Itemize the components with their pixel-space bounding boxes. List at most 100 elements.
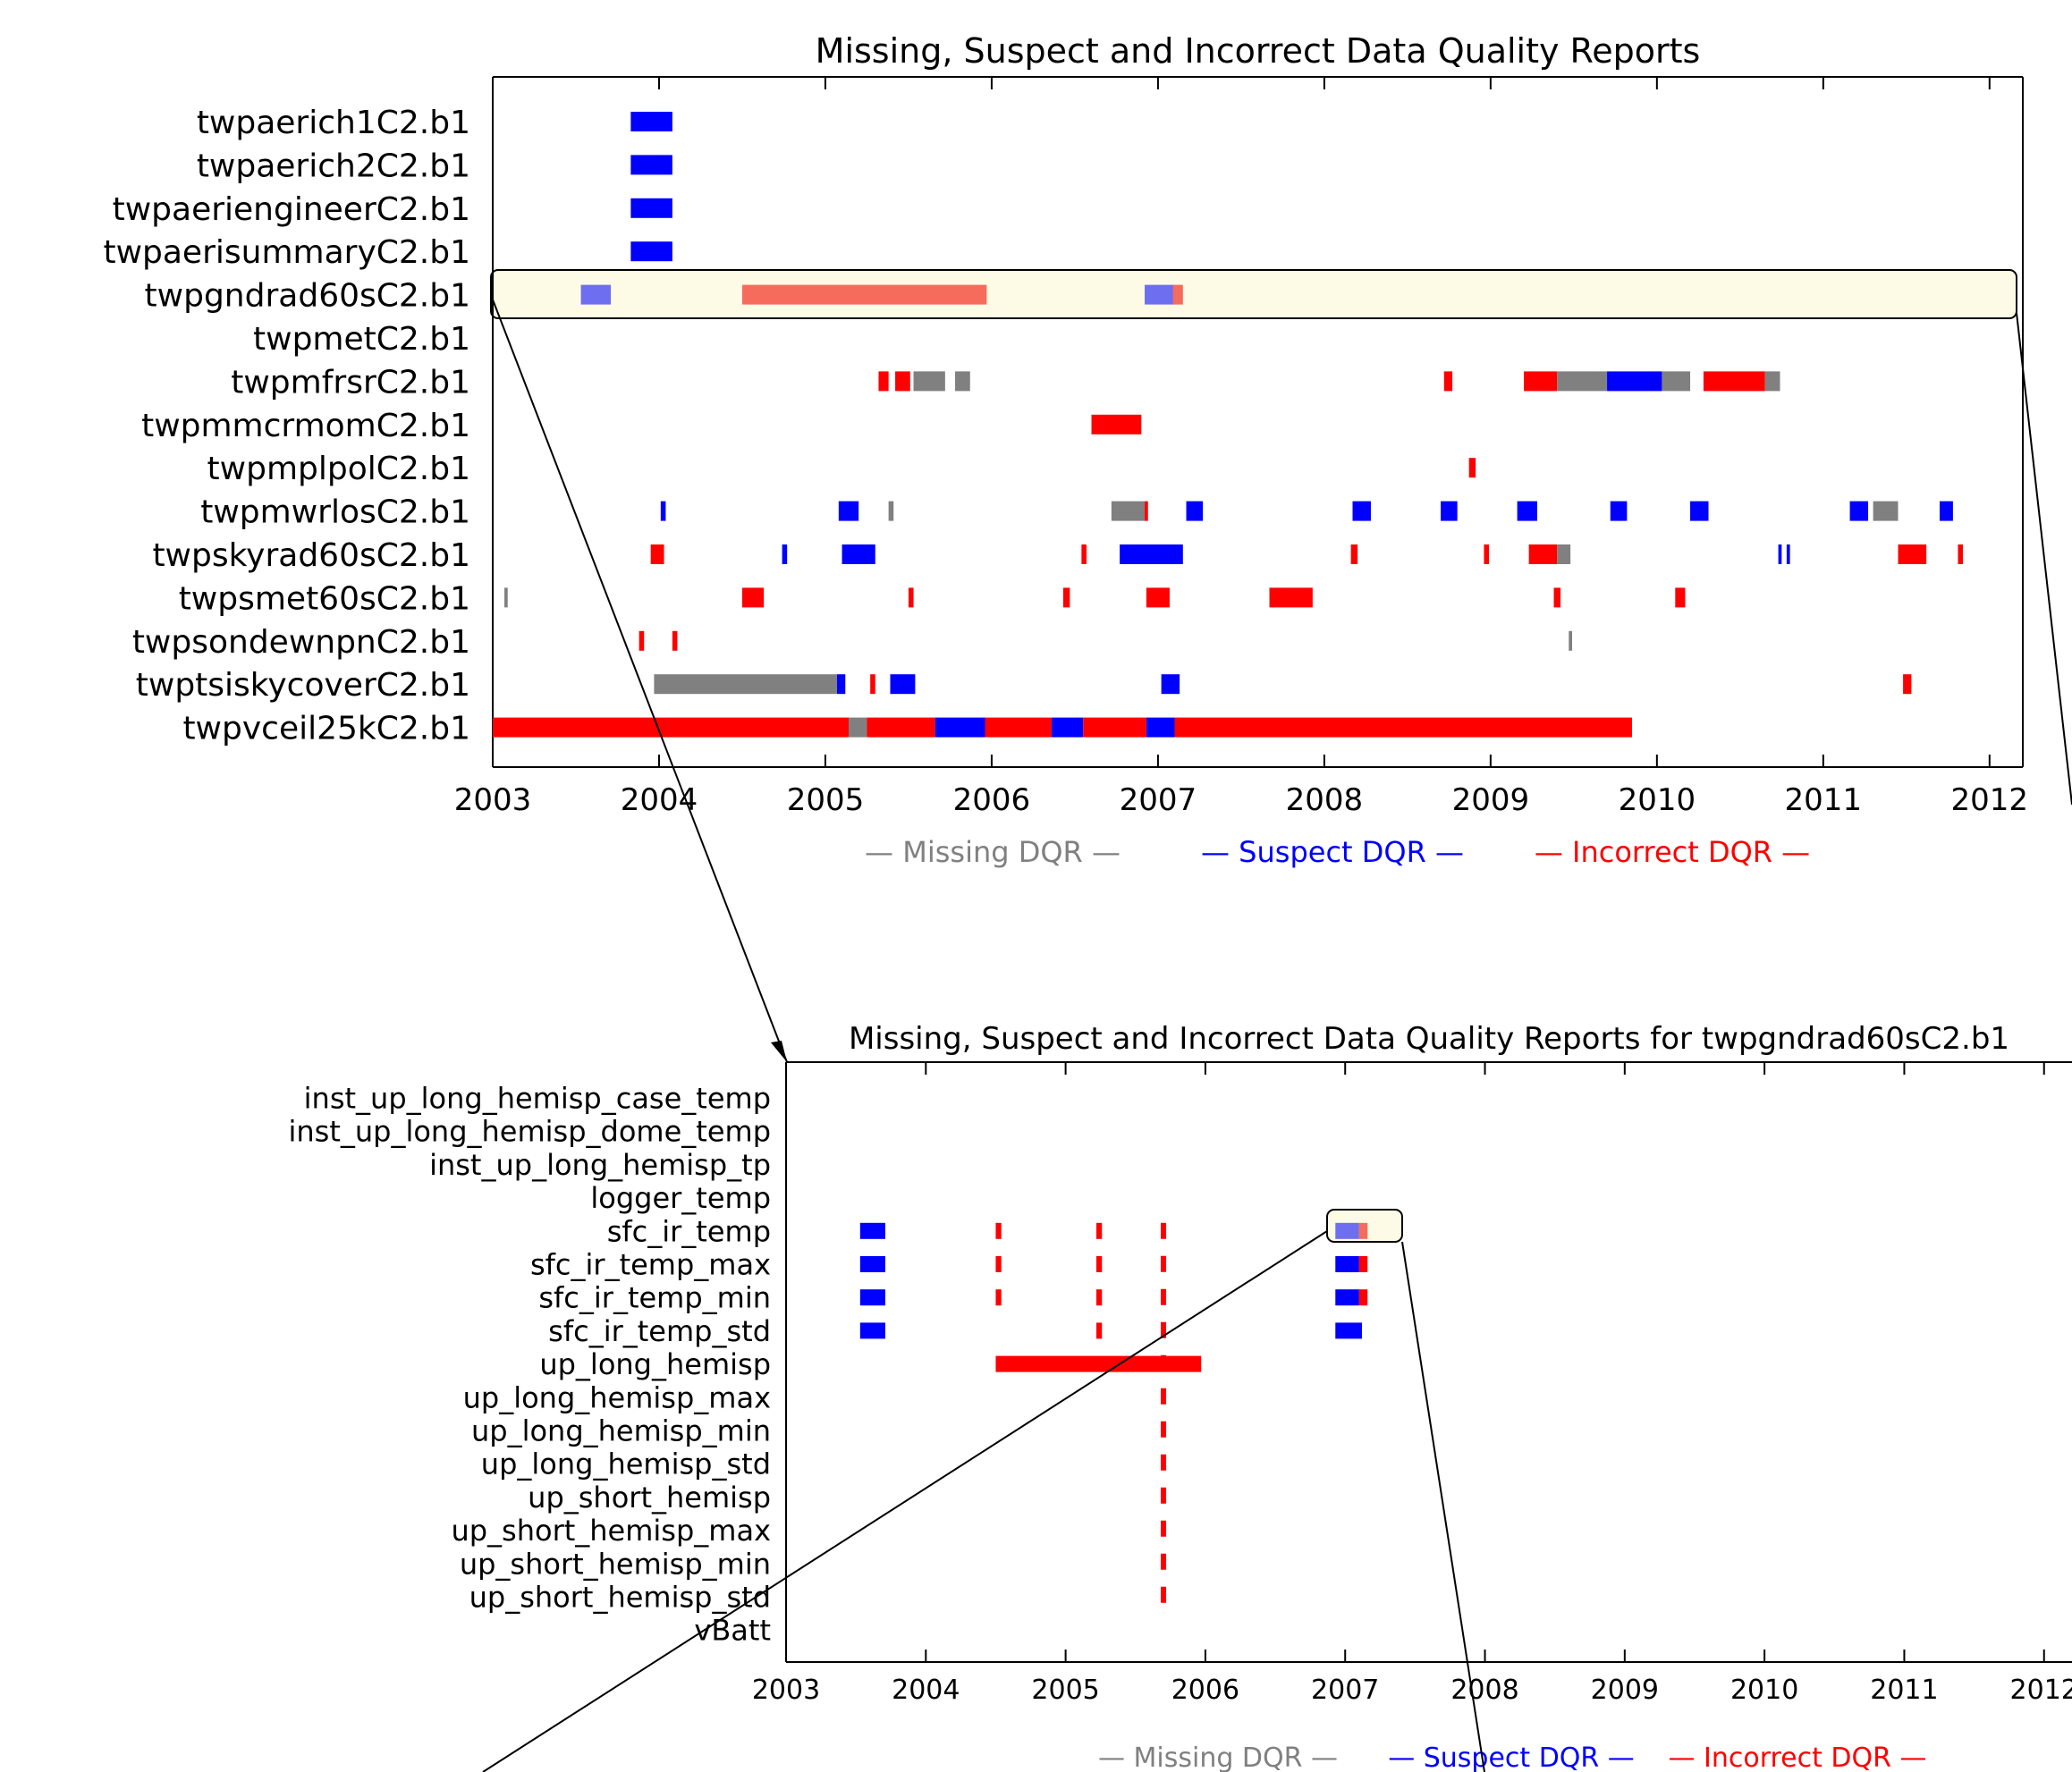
dqr-segment-suspect: [1607, 371, 1662, 392]
row-label: logger_temp: [590, 1181, 771, 1215]
dqr-segment-suspect_light: [1335, 1222, 1359, 1239]
highlight-box: [490, 269, 2017, 319]
row-label: up_long_hemisp_min: [471, 1414, 771, 1448]
dqr-segment-missing: [848, 717, 867, 738]
row-label: inst_up_long_hemisp_tp: [429, 1148, 771, 1182]
row-label: up_long_hemisp_max: [463, 1380, 771, 1414]
dqr-segment-suspect: [1940, 501, 1953, 521]
row-label: sfc_ir_temp: [607, 1214, 771, 1248]
dqr-segment-suspect: [859, 1289, 885, 1306]
dqr-segment-suspect_light: [580, 284, 612, 305]
dqr-segment-incorrect: [1484, 544, 1490, 564]
dqr-segment-suspect: [1186, 501, 1204, 521]
x-tick-label: 2007: [1120, 782, 1197, 818]
dqr-segment-incorrect_light: [1358, 1222, 1368, 1239]
row-label: twpvceil25kC2.b1: [182, 711, 470, 747]
dqr-segment-incorrect: [1091, 414, 1142, 435]
legend-missing: — Missing DQR —: [1098, 1742, 1338, 1772]
dqr-segment-incorrect: [639, 630, 645, 651]
dqr-segment-incorrect: [672, 630, 678, 651]
dqr-segment-suspect: [935, 717, 985, 738]
dqr-segment-suspect: [1335, 1322, 1362, 1339]
dqr-segment-incorrect: [1528, 544, 1558, 564]
row-label: up_short_hemisp: [528, 1481, 771, 1515]
x-tick-label: 2011: [1785, 782, 1863, 818]
dqr-segment-incorrect: [995, 1289, 1002, 1306]
row-label: twpaerich1C2.b1: [197, 105, 470, 141]
row-label: vBatt: [694, 1614, 771, 1648]
legend-missing: — Missing DQR —: [865, 835, 1121, 869]
dqr-segment-suspect: [1120, 544, 1183, 564]
dqr-segment-suspect: [630, 198, 672, 218]
dqr-segment-suspect: [836, 674, 846, 695]
row-label: twpsondewnpnC2.b1: [132, 624, 470, 661]
x-tick-label: 2004: [892, 1675, 960, 1706]
legend-suspect: — Suspect DQR —: [1201, 835, 1464, 869]
dqr-segment-incorrect: [1524, 371, 1558, 392]
row-label: twpmwrlosC2.b1: [200, 494, 470, 531]
dqr-segment-missing: [1764, 371, 1780, 392]
dqr-segment-missing: [1557, 371, 1608, 392]
dqr-segment-missing: [888, 501, 894, 521]
dqr-segment-incorrect: [1081, 544, 1087, 564]
row-label: up_short_hemisp_max: [451, 1514, 771, 1548]
dqr-segment-incorrect: [1062, 587, 1070, 608]
x-tick-label: 2011: [1870, 1675, 1938, 1706]
dqr-segment-suspect: [1778, 544, 1782, 564]
dqr-segment-missing: [913, 371, 945, 392]
dqr-segment-incorrect: [1358, 1256, 1368, 1272]
x-tick-label: 2009: [1591, 1675, 1659, 1706]
dqr-segment-incorrect: [1095, 1256, 1103, 1272]
zoom-connector-line: [2016, 312, 2072, 806]
dqr-segment-incorrect: [1350, 544, 1358, 564]
dqr-segment-suspect: [890, 674, 916, 695]
dqr-segment-suspect: [660, 501, 666, 521]
dqr-segment-incorrect: [1443, 371, 1453, 392]
dqr-segment-suspect: [1690, 501, 1709, 521]
dqr-segment-incorrect: [1703, 371, 1765, 392]
dqr-segment-incorrect: [493, 717, 849, 738]
row-label: twpaeriengineerC2.b1: [113, 191, 470, 228]
dqr-segment-missing: [504, 587, 508, 608]
row-label: twpmetC2.b1: [253, 321, 470, 358]
zoom-connector-line: [482, 1230, 1328, 1772]
row-label: twpaerisummaryC2.b1: [103, 234, 470, 271]
x-tick-label: 2005: [1031, 1675, 1099, 1706]
row-label: up_long_hemisp: [539, 1347, 771, 1381]
dqr-segment-incorrect: [1095, 1222, 1103, 1239]
chart-title: Missing, Suspect and Incorrect Data Qual…: [849, 1021, 2009, 1057]
dqr-segment-incorrect: [1958, 544, 1964, 564]
dqr-segment-missing: [1557, 544, 1571, 564]
dqr-segment-incorrect: [1146, 587, 1170, 608]
row-label: twpmmcrmomC2.b1: [141, 408, 470, 444]
dqr-segment-suspect: [838, 501, 859, 521]
dqr-segment-incorrect: [870, 674, 875, 695]
row-label: inst_up_long_hemisp_dome_temp: [288, 1115, 771, 1149]
dqr-segment-missing: [1569, 630, 1572, 651]
dqr-segment-incorrect_light: [1172, 284, 1183, 305]
x-tick-label: 2005: [787, 782, 865, 818]
zoom-arrow-head: [771, 1041, 787, 1062]
x-tick-label: 2006: [953, 782, 1031, 818]
row-label: sfc_ir_temp_std: [548, 1314, 771, 1348]
row-label: up_short_hemisp_std: [469, 1581, 771, 1615]
x-tick-label: 2007: [1311, 1675, 1379, 1706]
dqr-segment-incorrect: [1095, 1322, 1103, 1339]
dqr-segment-suspect: [1517, 501, 1537, 521]
x-tick-label: 2009: [1452, 782, 1530, 818]
chart-title: Missing, Suspect and Incorrect Data Qual…: [816, 31, 1701, 71]
dqr-segment-suspect: [841, 544, 875, 564]
dqr-segment-incorrect: [1269, 587, 1313, 608]
dqr-segment-incorrect_light: [741, 284, 987, 305]
dqr-segment-missing: [955, 371, 970, 392]
row-label: twpsmet60sC2.b1: [179, 580, 470, 617]
row-label: sfc_ir_temp_max: [530, 1248, 771, 1282]
dqr-segment-incorrect: [1675, 587, 1686, 608]
dqr-segment-suspect: [630, 112, 672, 131]
zoom-connector-line: [490, 294, 788, 1063]
x-tick-label: 2010: [1619, 782, 1696, 818]
dqr-segment-suspect: [1161, 674, 1180, 695]
dqr-segment-incorrect: [908, 587, 914, 608]
dqr-segment-incorrect: [995, 1256, 1002, 1272]
